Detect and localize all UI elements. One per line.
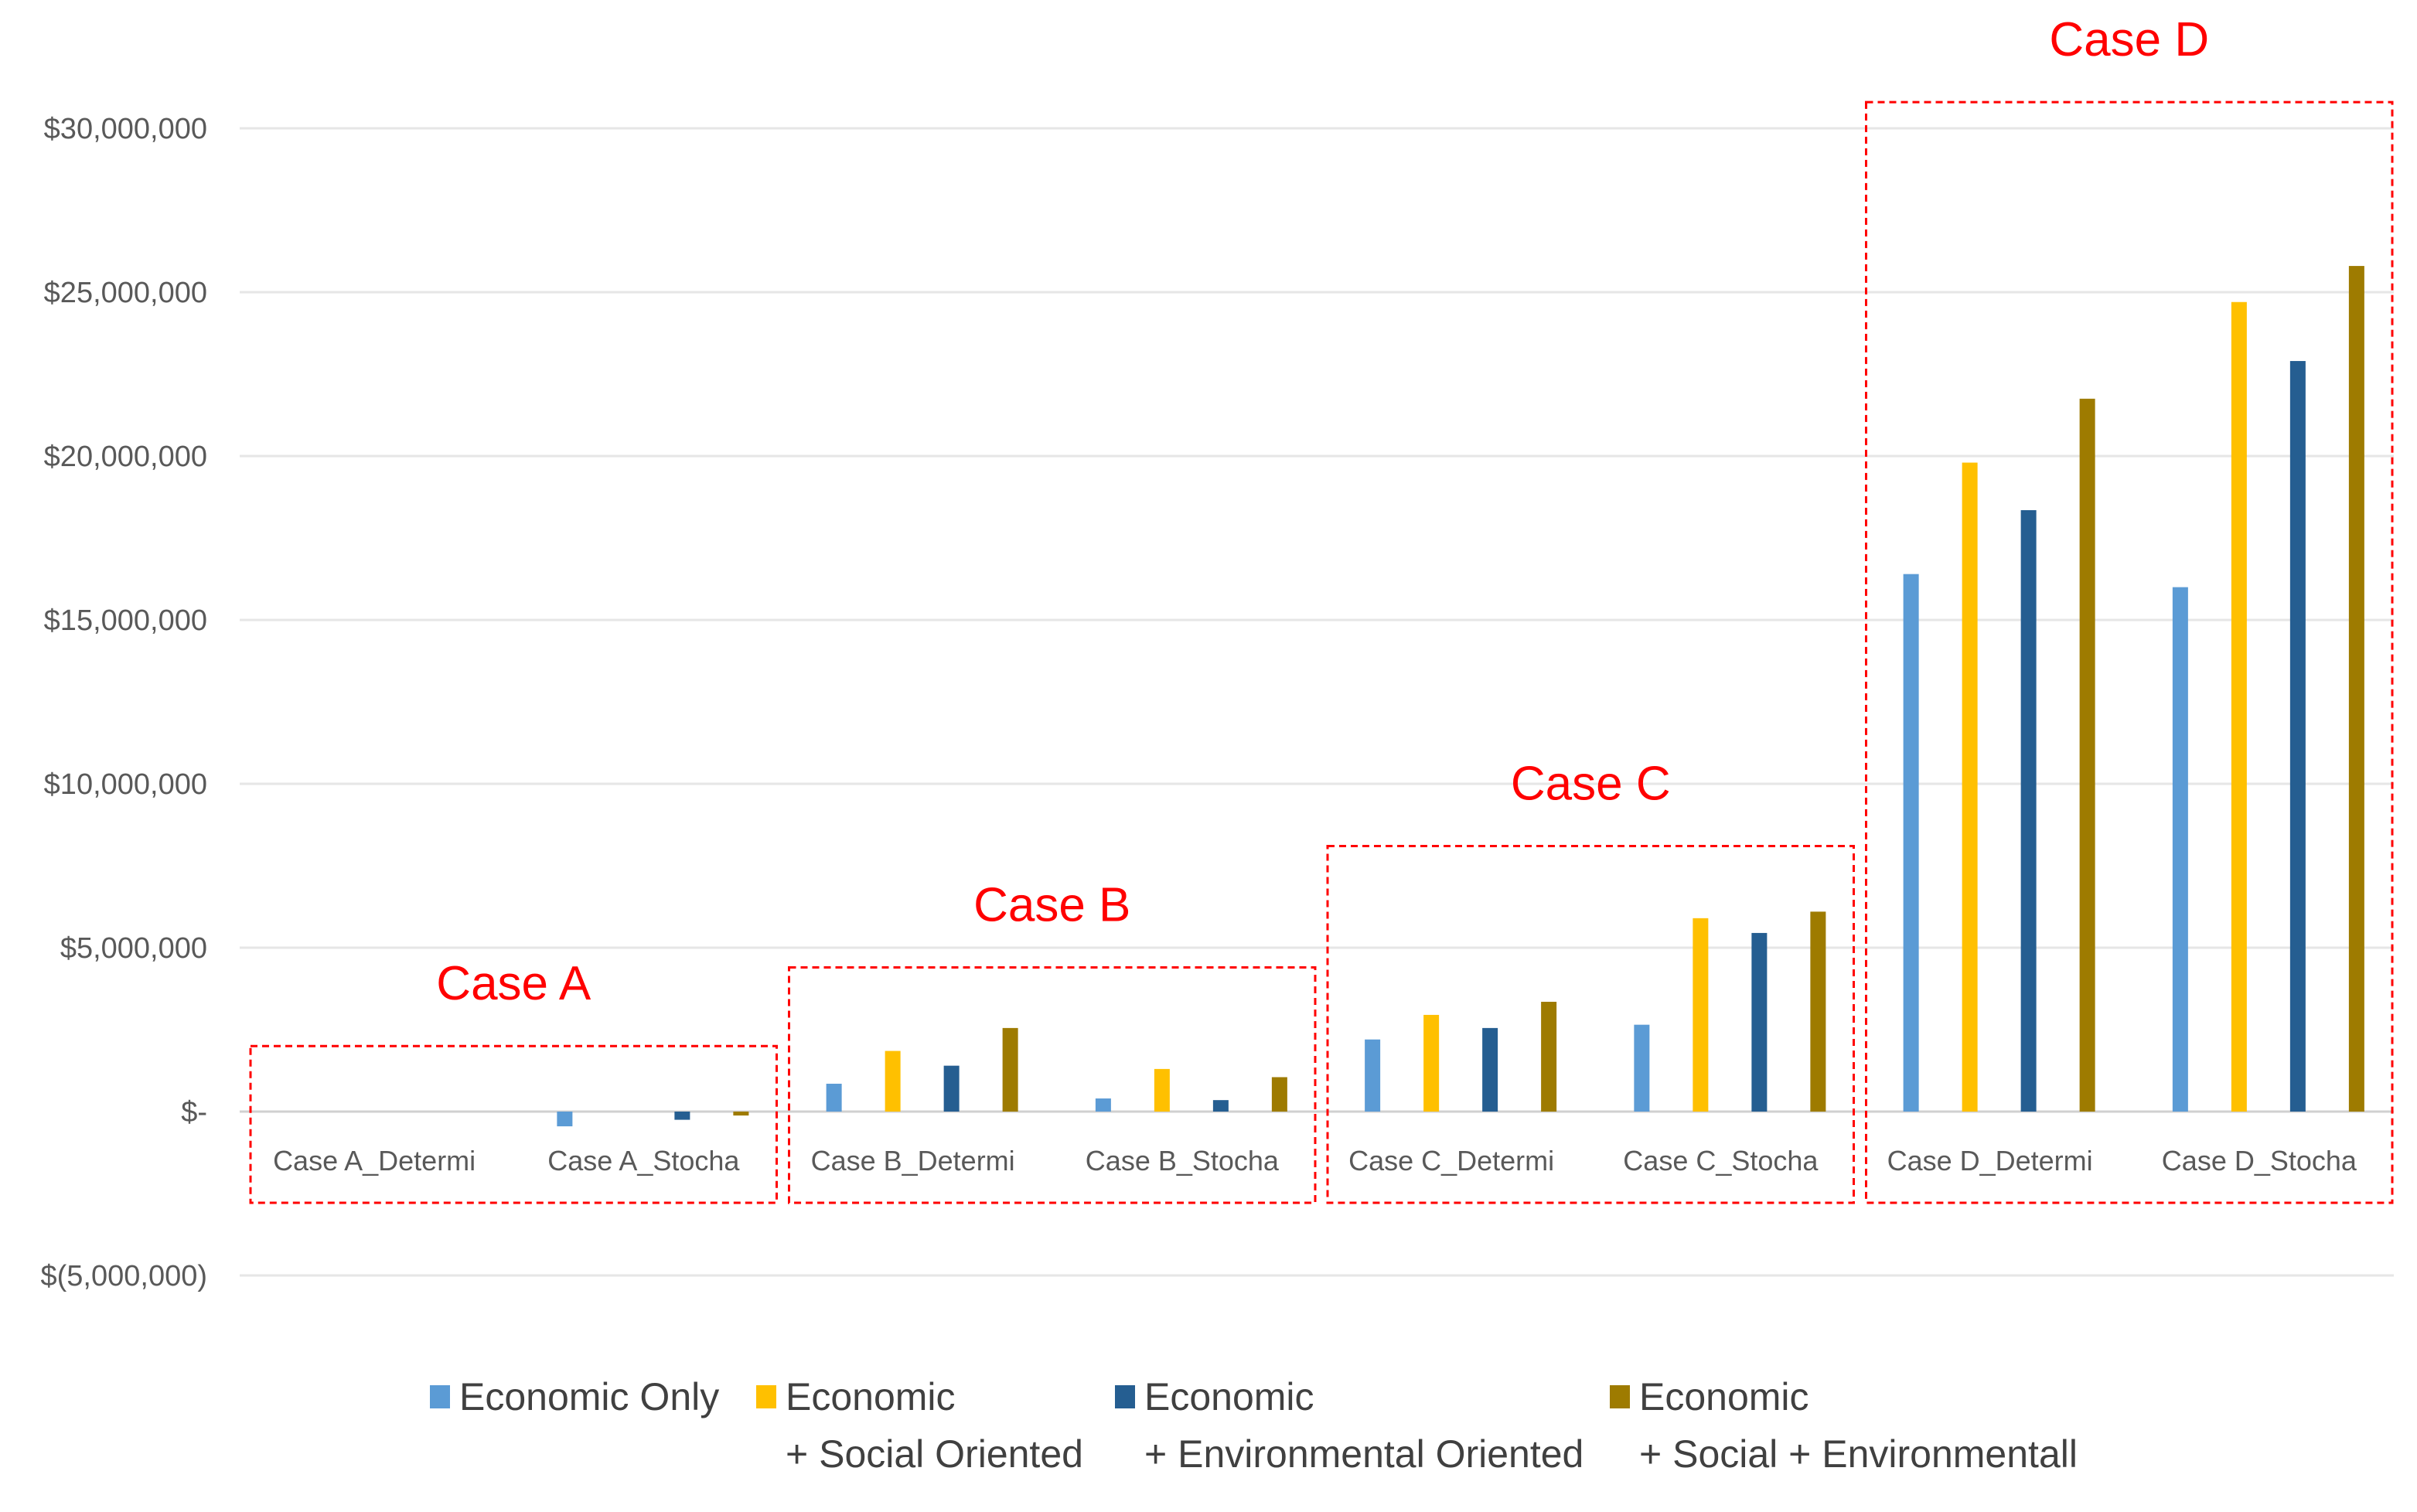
legend-label: Economic <box>1144 1375 1314 1418</box>
bar <box>1810 911 1826 1112</box>
bar <box>557 1112 573 1127</box>
y-tick-label: $15,000,000 <box>44 604 207 637</box>
bar <box>1903 574 1919 1112</box>
legend-item-economic-only: Economic Only <box>430 1368 719 1425</box>
case-label: Case A <box>436 957 591 1010</box>
bar <box>1271 1077 1287 1112</box>
bar <box>1541 1001 1557 1112</box>
bar <box>1693 918 1709 1112</box>
legend-swatch <box>1115 1385 1135 1408</box>
bar <box>1482 1027 1498 1112</box>
bar <box>1634 1024 1650 1112</box>
legend-label-line2: + Social + Environmentall <box>1639 1432 2078 1476</box>
y-tick-label: $- <box>181 1096 207 1129</box>
y-tick-label: $25,000,000 <box>44 277 207 309</box>
bar <box>1962 462 1978 1112</box>
y-axis: $30,000,000 $25,000,000 $20,000,000 $15,000… <box>41 113 208 1292</box>
y-tick-label: $20,000,000 <box>44 441 207 473</box>
case-label: Case B <box>973 878 1130 931</box>
case-label: Case C <box>1511 758 1671 811</box>
gridlines <box>240 127 2394 1277</box>
bar <box>1423 1014 1440 1112</box>
legend-label-line2: + Social Oriented <box>786 1432 1083 1476</box>
case-label: Case D <box>2049 13 2209 66</box>
bar <box>1751 932 1768 1112</box>
bar <box>943 1065 960 1112</box>
bar <box>1095 1098 1111 1112</box>
bar <box>1154 1068 1170 1112</box>
case-box <box>788 965 1317 1204</box>
legend-label: Economic Only <box>459 1375 720 1418</box>
x-tick-label: Case C_Determi <box>1348 1145 1554 1177</box>
legend-swatch <box>756 1385 776 1408</box>
case-box <box>249 1044 778 1204</box>
x-tick-label: Case B_Stocha <box>1086 1145 1280 1177</box>
legend-swatch <box>430 1385 450 1408</box>
bar <box>1002 1027 1018 1112</box>
bar <box>2231 301 2247 1112</box>
case-box <box>1865 100 2394 1204</box>
legend-item-social: Economic + Social Oriented <box>756 1368 1083 1483</box>
bar <box>674 1112 690 1120</box>
bar <box>733 1112 749 1116</box>
legend-label: Economic <box>1639 1375 1809 1418</box>
x-tick-label: Case A_Determi <box>273 1145 476 1177</box>
x-tick-label: Case A_Stocha <box>547 1145 740 1177</box>
bar <box>2020 509 2037 1112</box>
y-tick-label: $30,000,000 <box>44 113 207 145</box>
bar <box>2079 398 2095 1112</box>
bar <box>1365 1039 1381 1112</box>
x-tick-label: Case B_Determi <box>811 1145 1015 1177</box>
x-tick-label: Case D_Determi <box>1887 1145 2093 1177</box>
bars <box>557 266 2364 1127</box>
case-annotations: Case A Case B Case C Case D <box>249 13 2394 1204</box>
bar <box>2348 266 2364 1112</box>
x-tick-label: Case C_Stocha <box>1623 1145 1819 1177</box>
bar <box>2172 587 2188 1112</box>
legend-item-environmental: Economic + Environmental Oriented <box>1115 1368 1583 1483</box>
bar <box>1212 1100 1229 1112</box>
bar <box>826 1083 842 1112</box>
bar <box>885 1051 901 1112</box>
x-tick-label: Case D_Stocha <box>2162 1145 2357 1177</box>
bar <box>2289 361 2306 1112</box>
y-tick-label: $5,000,000 <box>60 932 207 965</box>
y-tick-label: $(5,000,000) <box>41 1260 208 1292</box>
legend-item-social-environmental: Economic + Social + Environmentall <box>1610 1368 2078 1483</box>
y-tick-label: $10,000,000 <box>44 768 207 801</box>
legend-label-line2: + Environmental Oriented <box>1144 1432 1584 1476</box>
legend-swatch <box>1610 1385 1630 1408</box>
legend-label: Economic <box>786 1375 956 1418</box>
x-axis: Case A_Determi Case A_Stocha Case B_Determ… <box>273 1145 2357 1177</box>
